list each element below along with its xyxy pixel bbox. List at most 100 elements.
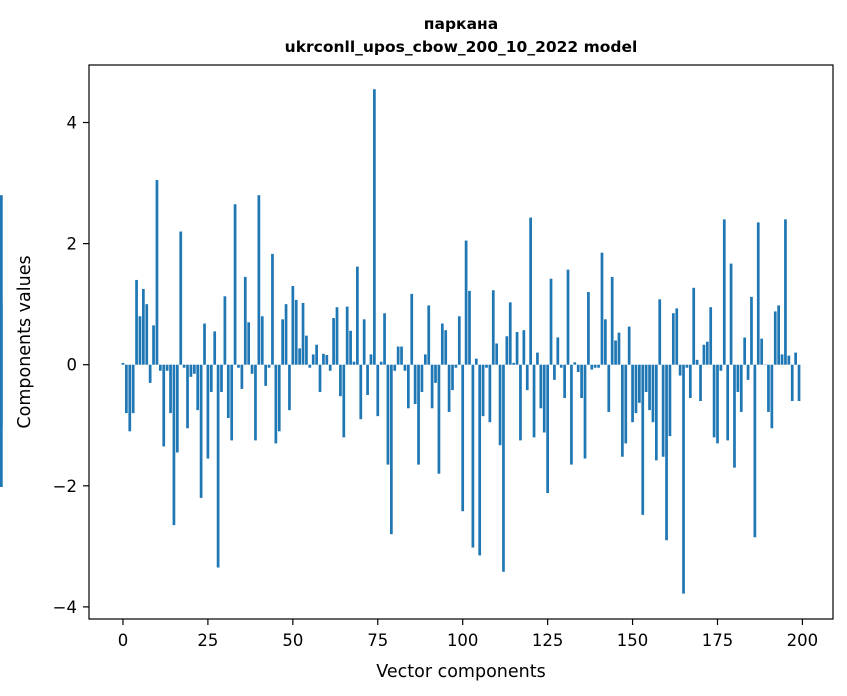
bar [773,311,777,365]
y-tick-label: 2 [67,235,78,254]
bar [566,269,570,365]
bar [607,364,611,412]
bar [383,313,386,365]
bar [784,219,787,365]
bar [305,335,308,365]
bar [131,364,135,414]
bar [322,353,325,365]
bar [206,364,210,459]
bar [155,180,159,365]
bar [342,364,346,438]
bar [444,330,448,365]
bar [600,252,604,365]
bar [451,364,454,391]
bar [165,364,169,371]
bar [250,364,254,374]
y-axis-ticks: −4 −2 0 2 4 [53,114,89,617]
bar [318,364,322,392]
bar [675,308,679,365]
x-axis-label: Vector components [376,662,545,682]
bar [396,346,400,365]
bar [644,364,648,392]
y-axis-label: Components values [15,255,35,428]
y-tick-label: −2 [53,477,77,496]
bar [624,364,628,444]
bar [128,364,132,432]
plot-frame [88,64,834,620]
bar [260,316,264,365]
bar [447,364,451,412]
x-tick-label: 100 [447,631,479,650]
bar [733,364,736,468]
bar [203,323,206,365]
x-tick-label: 200 [787,631,819,650]
bar [121,362,125,365]
bar [702,344,706,365]
bar [685,364,689,368]
bar [243,276,247,365]
bar [233,204,237,365]
bar [654,364,658,461]
bar [277,364,281,432]
bar [196,364,200,411]
bar [485,364,488,368]
bar [230,364,234,441]
bar [481,364,485,417]
bar [542,364,546,433]
bar [135,279,138,365]
bar [271,253,274,365]
bar [145,304,149,365]
bar [573,362,577,365]
bar [668,364,672,437]
bar [638,364,641,403]
bar [373,89,376,365]
bar [621,364,624,457]
bar [349,330,352,365]
bar [162,364,166,447]
bar [750,296,753,365]
bar [699,364,702,402]
bar [651,364,655,423]
bar [311,354,315,365]
bar [237,364,240,368]
bar [474,358,478,365]
bar [743,337,747,365]
bar [597,364,600,368]
bar [274,364,278,444]
bar [192,364,196,374]
bar [634,364,638,414]
bar [563,364,566,398]
bar [186,364,189,429]
bar [468,290,471,365]
bar [478,364,482,556]
bar [216,364,220,568]
x-tick-label: 125 [532,631,564,650]
bar [339,364,342,397]
bar [158,364,162,371]
bar [267,364,271,368]
bar [199,364,203,498]
bar [746,364,750,380]
bar [213,331,217,365]
bar [390,364,393,535]
bar [247,322,251,365]
bar [495,343,499,365]
bar [709,307,713,365]
bar [515,332,519,365]
bar [722,219,726,365]
bar [648,364,651,411]
bar [576,364,580,372]
bar [308,364,312,368]
bar [536,352,539,365]
bar [284,304,288,365]
bar [413,364,417,405]
bar [658,299,662,365]
bar [189,364,193,377]
bar [356,266,359,365]
x-tick-label: 25 [197,631,218,650]
bar [556,337,560,365]
bar [736,364,740,392]
bar [294,299,298,365]
bar [502,364,505,572]
bar [359,364,363,420]
